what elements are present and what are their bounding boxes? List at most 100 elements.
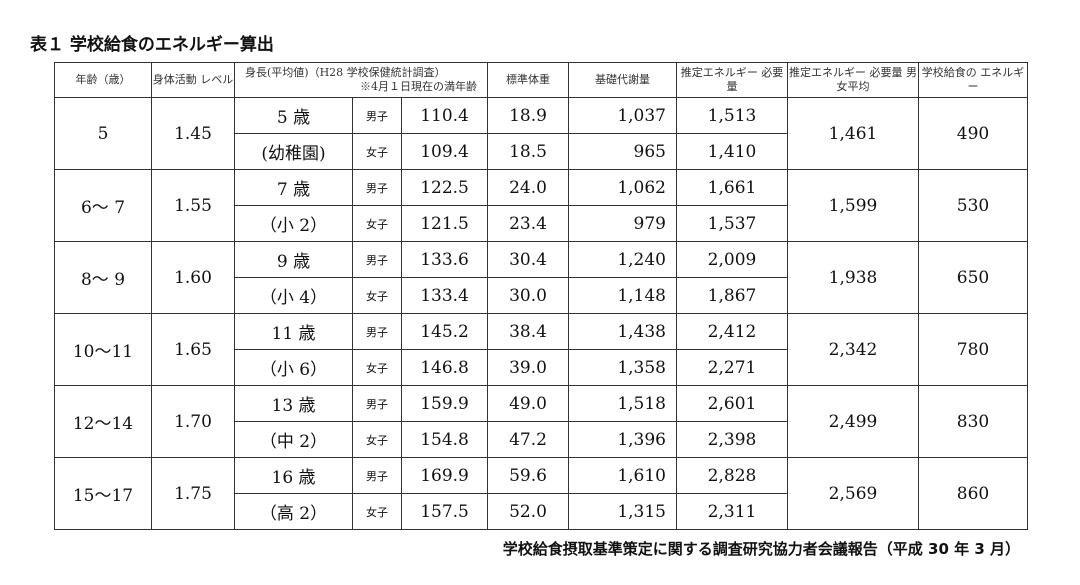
header-activity: 身体活動 レベル [151, 62, 235, 98]
bmr-cell: 965 [568, 133, 677, 170]
table-title: 表１ 学校給食のエネルギー算出 [30, 35, 274, 55]
header-weight: 標準体重 [487, 62, 569, 98]
lunch-energy-cell: 650 [918, 241, 1028, 314]
height-cell: 145.2 [401, 313, 488, 350]
weight-cell: 30.0 [487, 277, 569, 314]
sex-cell: 男子 [352, 169, 403, 206]
header-height-line2: ※4月１日現在の満年齢 [360, 80, 477, 93]
bmr-cell: 1,037 [568, 97, 677, 134]
height-cell: 157.5 [401, 493, 488, 530]
weight-cell: 59.6 [487, 457, 569, 494]
table-row: 5 1.45 5 歳男子 110.4 18.9 1,037 1,513 1,461 490 [54, 97, 1028, 170]
lunch-energy-cell: 530 [918, 169, 1028, 242]
table-row: 6～ 7 1.55 7 歳男子 122.5 24.0 1,062 1,661 1,599 530 [54, 169, 1028, 242]
sex-cell: 男子 [352, 385, 403, 422]
activity-cell: 1.55 [151, 169, 235, 242]
ref-age-cell: 7 歳 [233, 169, 354, 206]
bmr-cell: 1,518 [568, 385, 677, 422]
bmr-cell: 1,438 [568, 313, 677, 350]
height-cell: 133.6 [401, 241, 488, 278]
weight-cell: 30.4 [487, 241, 569, 278]
eer-cell: 2,271 [676, 349, 788, 386]
bmr-cell: 1,610 [568, 457, 677, 494]
height-cell: 154.8 [401, 421, 488, 458]
age-cell: 15～17 [54, 457, 152, 530]
lunch-energy-cell: 780 [918, 313, 1028, 386]
eer-cell: 1,410 [676, 133, 788, 170]
sex-cell: 女子 [352, 205, 403, 242]
age-cell: 5 [54, 97, 152, 170]
height-cell: 169.9 [401, 457, 488, 494]
sex-cell: 女子 [352, 277, 403, 314]
weight-cell: 23.4 [487, 205, 569, 242]
sex-cell: 女子 [352, 133, 403, 170]
bmr-cell: 1,240 [568, 241, 677, 278]
age-cell: 6～ 7 [54, 169, 152, 242]
height-cell: 146.8 [401, 349, 488, 386]
ref-grade-cell: （小 6） [233, 349, 354, 386]
eer-avg-cell: 1,599 [787, 169, 919, 242]
header-lunch: 学校給食の エネルギー [918, 62, 1028, 98]
ref-grade-cell: （中 2） [233, 421, 354, 458]
header-eer-avg: 推定エネルギー 必要量 男女平均 [787, 62, 919, 98]
eer-cell: 1,537 [676, 205, 788, 242]
eer-avg-cell: 2,569 [787, 457, 919, 530]
activity-cell: 1.45 [151, 97, 235, 170]
weight-cell: 47.2 [487, 421, 569, 458]
bmr-cell: 1,358 [568, 349, 677, 386]
sex-cell: 男子 [352, 313, 403, 350]
table-row: 15～17 1.75 16 歳男子 169.9 59.6 1,610 2,828 2,569 8… [54, 457, 1028, 530]
bmr-cell: 1,148 [568, 277, 677, 314]
eer-avg-cell: 2,342 [787, 313, 919, 386]
eer-cell: 2,412 [676, 313, 788, 350]
table-row: 12～14 1.70 13 歳男子 159.9 49.0 1,518 2,601 2,499 8… [54, 385, 1028, 458]
sex-cell: 女子 [352, 349, 403, 386]
header-age: 年齢（歳） [54, 62, 152, 98]
ref-grade-cell: (幼稚園) [233, 133, 354, 170]
table-row: (幼稚園) 女子 109.4 18.5 965 1,410 [55, 133, 1028, 170]
weight-cell: 38.4 [487, 313, 569, 350]
height-cell: 121.5 [401, 205, 488, 242]
weight-cell: 24.0 [487, 169, 569, 206]
sex-cell: 女子 [352, 421, 403, 458]
ref-grade-cell: （小 2） [233, 205, 354, 242]
bmr-cell: 1,396 [568, 421, 677, 458]
lunch-energy-cell: 490 [918, 97, 1028, 170]
table-row: （高 2） 女子 157.5 52.0 1,315 2,311 [55, 493, 1028, 530]
age-cell: 8～ 9 [54, 241, 152, 314]
eer-avg-cell: 1,938 [787, 241, 919, 314]
eer-avg-cell: 2,499 [787, 385, 919, 458]
table-row: （小 4） 女子 133.4 30.0 1,148 1,867 [55, 277, 1028, 314]
height-cell: 159.9 [401, 385, 488, 422]
header-height: 身長(平均値)（H28 学校保健統計調査） ※4月１日現在の満年齢 [234, 62, 488, 98]
header-eer: 推定エネルギー 必要量 [676, 62, 788, 98]
table-row: 8～ 9 1.60 9 歳男子 133.6 30.4 1,240 2,009 1,938 650 [54, 241, 1028, 314]
table-row: （小 2） 女子 121.5 23.4 979 1,537 [55, 205, 1028, 242]
eer-cell: 1,867 [676, 277, 788, 314]
age-cell: 12～14 [54, 385, 152, 458]
ref-grade-cell: （高 2） [233, 493, 354, 530]
ref-age-cell: 16 歳 [233, 457, 354, 494]
height-cell: 109.4 [401, 133, 488, 170]
sex-cell: 男子 [352, 241, 403, 278]
header-bmr: 基礎代謝量 [568, 62, 677, 98]
table-row: （小 6） 女子 146.8 39.0 1,358 2,271 [55, 349, 1028, 386]
height-cell: 133.4 [401, 277, 488, 314]
sex-cell: 男子 [352, 457, 403, 494]
eer-cell: 2,828 [676, 457, 788, 494]
weight-cell: 39.0 [487, 349, 569, 386]
weight-cell: 49.0 [487, 385, 569, 422]
table-row: 10～11 1.65 11 歳男子 145.2 38.4 1,438 2,412 2,342 7… [54, 313, 1028, 386]
ref-age-cell: 9 歳 [233, 241, 354, 278]
sex-cell: 女子 [352, 493, 403, 530]
eer-cell: 2,009 [676, 241, 788, 278]
activity-cell: 1.70 [151, 385, 235, 458]
eer-cell: 1,513 [676, 97, 788, 134]
weight-cell: 18.5 [487, 133, 569, 170]
header-height-line1: 身長(平均値)（H28 学校保健統計調査） [245, 66, 446, 79]
weight-cell: 52.0 [487, 493, 569, 530]
energy-table: 年齢（歳） 身体活動 レベル 身長(平均値)（H28 学校保健統計調査） ※4月１… [54, 62, 1028, 530]
activity-cell: 1.65 [151, 313, 235, 386]
lunch-energy-cell: 860 [918, 457, 1028, 530]
bmr-cell: 1,062 [568, 169, 677, 206]
